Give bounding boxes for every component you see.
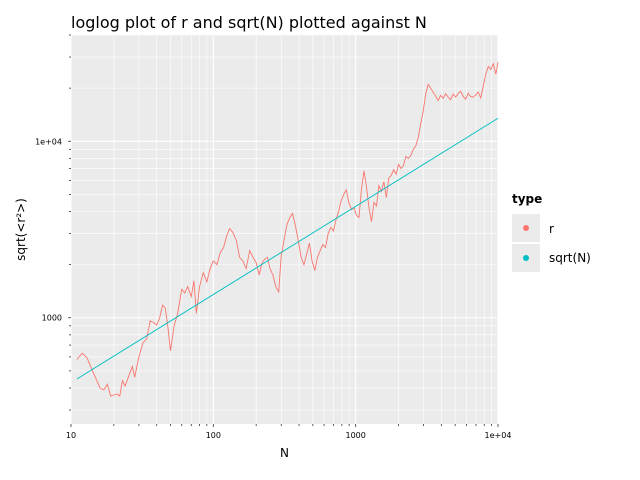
plot-panel: [71, 35, 498, 424]
x-tick-label: 1000: [345, 431, 365, 440]
y-axis-title: sqrt(<r²>): [14, 198, 28, 261]
legend-dot-sqrt-n: [523, 255, 529, 261]
legend-label-sqrt-n: sqrt(N): [549, 251, 591, 265]
y-tick-label: 1000: [42, 314, 62, 323]
series-line-sqrt-n: [76, 117, 499, 380]
minor-grid: [71, 34, 498, 424]
x-tick-label: 1e+04: [485, 431, 512, 440]
series-line-r: [76, 62, 499, 397]
series-layer: [76, 62, 499, 397]
x-tick-label: 100: [206, 431, 221, 440]
x-axis-title: N: [280, 446, 289, 460]
legend-label-r: r: [549, 222, 554, 236]
legend: type r sqrt(N): [512, 192, 591, 272]
y-tick-label: 1e+04: [35, 137, 62, 146]
x-tick-label: 10: [66, 431, 76, 440]
x-axis: 10 100 1000 1e+04: [66, 424, 512, 440]
legend-dot-r: [523, 225, 529, 231]
chart-title: loglog plot of r and sqrt(N) plotted aga…: [71, 13, 427, 32]
legend-title: type: [512, 192, 542, 206]
major-grid: [70, 35, 499, 424]
y-axis: 1000 1e+04: [35, 34, 71, 411]
